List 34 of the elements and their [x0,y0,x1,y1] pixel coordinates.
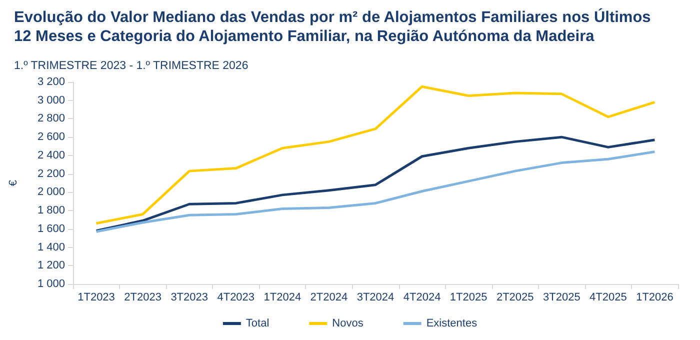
x-tick-label: 1T2025 [450,292,488,304]
y-tick-label: 1 200 [37,260,65,272]
x-tick-label: 1T2023 [78,292,115,304]
y-tick-label: 2 400 [37,149,65,162]
x-tick-label: 2T2024 [310,292,348,304]
line-series [95,85,656,225]
y-tick-label: 2 200 [37,168,65,180]
y-tick-label: 1 000 [37,278,65,290]
x-tick-label: 3T2025 [543,292,580,304]
y-tick-label: 1 400 [37,241,65,254]
chart-subtitle: 1.º TRIMESTRE 2023 - 1.º TRIMESTRE 2026 [14,60,248,72]
legend-label: Existentes [426,318,478,330]
y-axis-title: € [8,180,20,186]
legend-label: Novos [332,318,364,330]
x-tick-label: 2T2023 [124,292,162,304]
x-tick-label: 1T2026 [636,292,674,304]
x-tick-label: 2T2025 [496,292,534,304]
y-tick-label: 1 600 [37,222,65,235]
y-tick-label: 1 800 [37,204,65,217]
x-tick-label: 4T2025 [590,292,627,304]
x-tick-label: 4T2024 [403,292,441,304]
y-tick-label: 3 000 [37,94,65,106]
x-tick-label: 3T2023 [170,292,208,304]
x-tick-label: 1T2024 [264,292,302,304]
y-tick-label: 2 800 [37,112,65,125]
x-tick-label: 4T2023 [217,292,255,304]
y-tick-label: 2 000 [37,186,65,198]
y-tick-label: 3 200 [37,76,65,88]
legend-label: Total [246,318,270,330]
line-series [95,150,656,233]
x-tick-label: 3T2024 [356,292,394,304]
line-series [95,136,656,232]
y-tick-label: 2 600 [37,131,65,144]
chart-title: Evolução do Valor Mediano das Vendas por m² de Alojamentos Familiares nos Últimos 12 Meses e Categoria do Alojamento Familiar, na Região Autónoma da Madeira [14,8,652,46]
